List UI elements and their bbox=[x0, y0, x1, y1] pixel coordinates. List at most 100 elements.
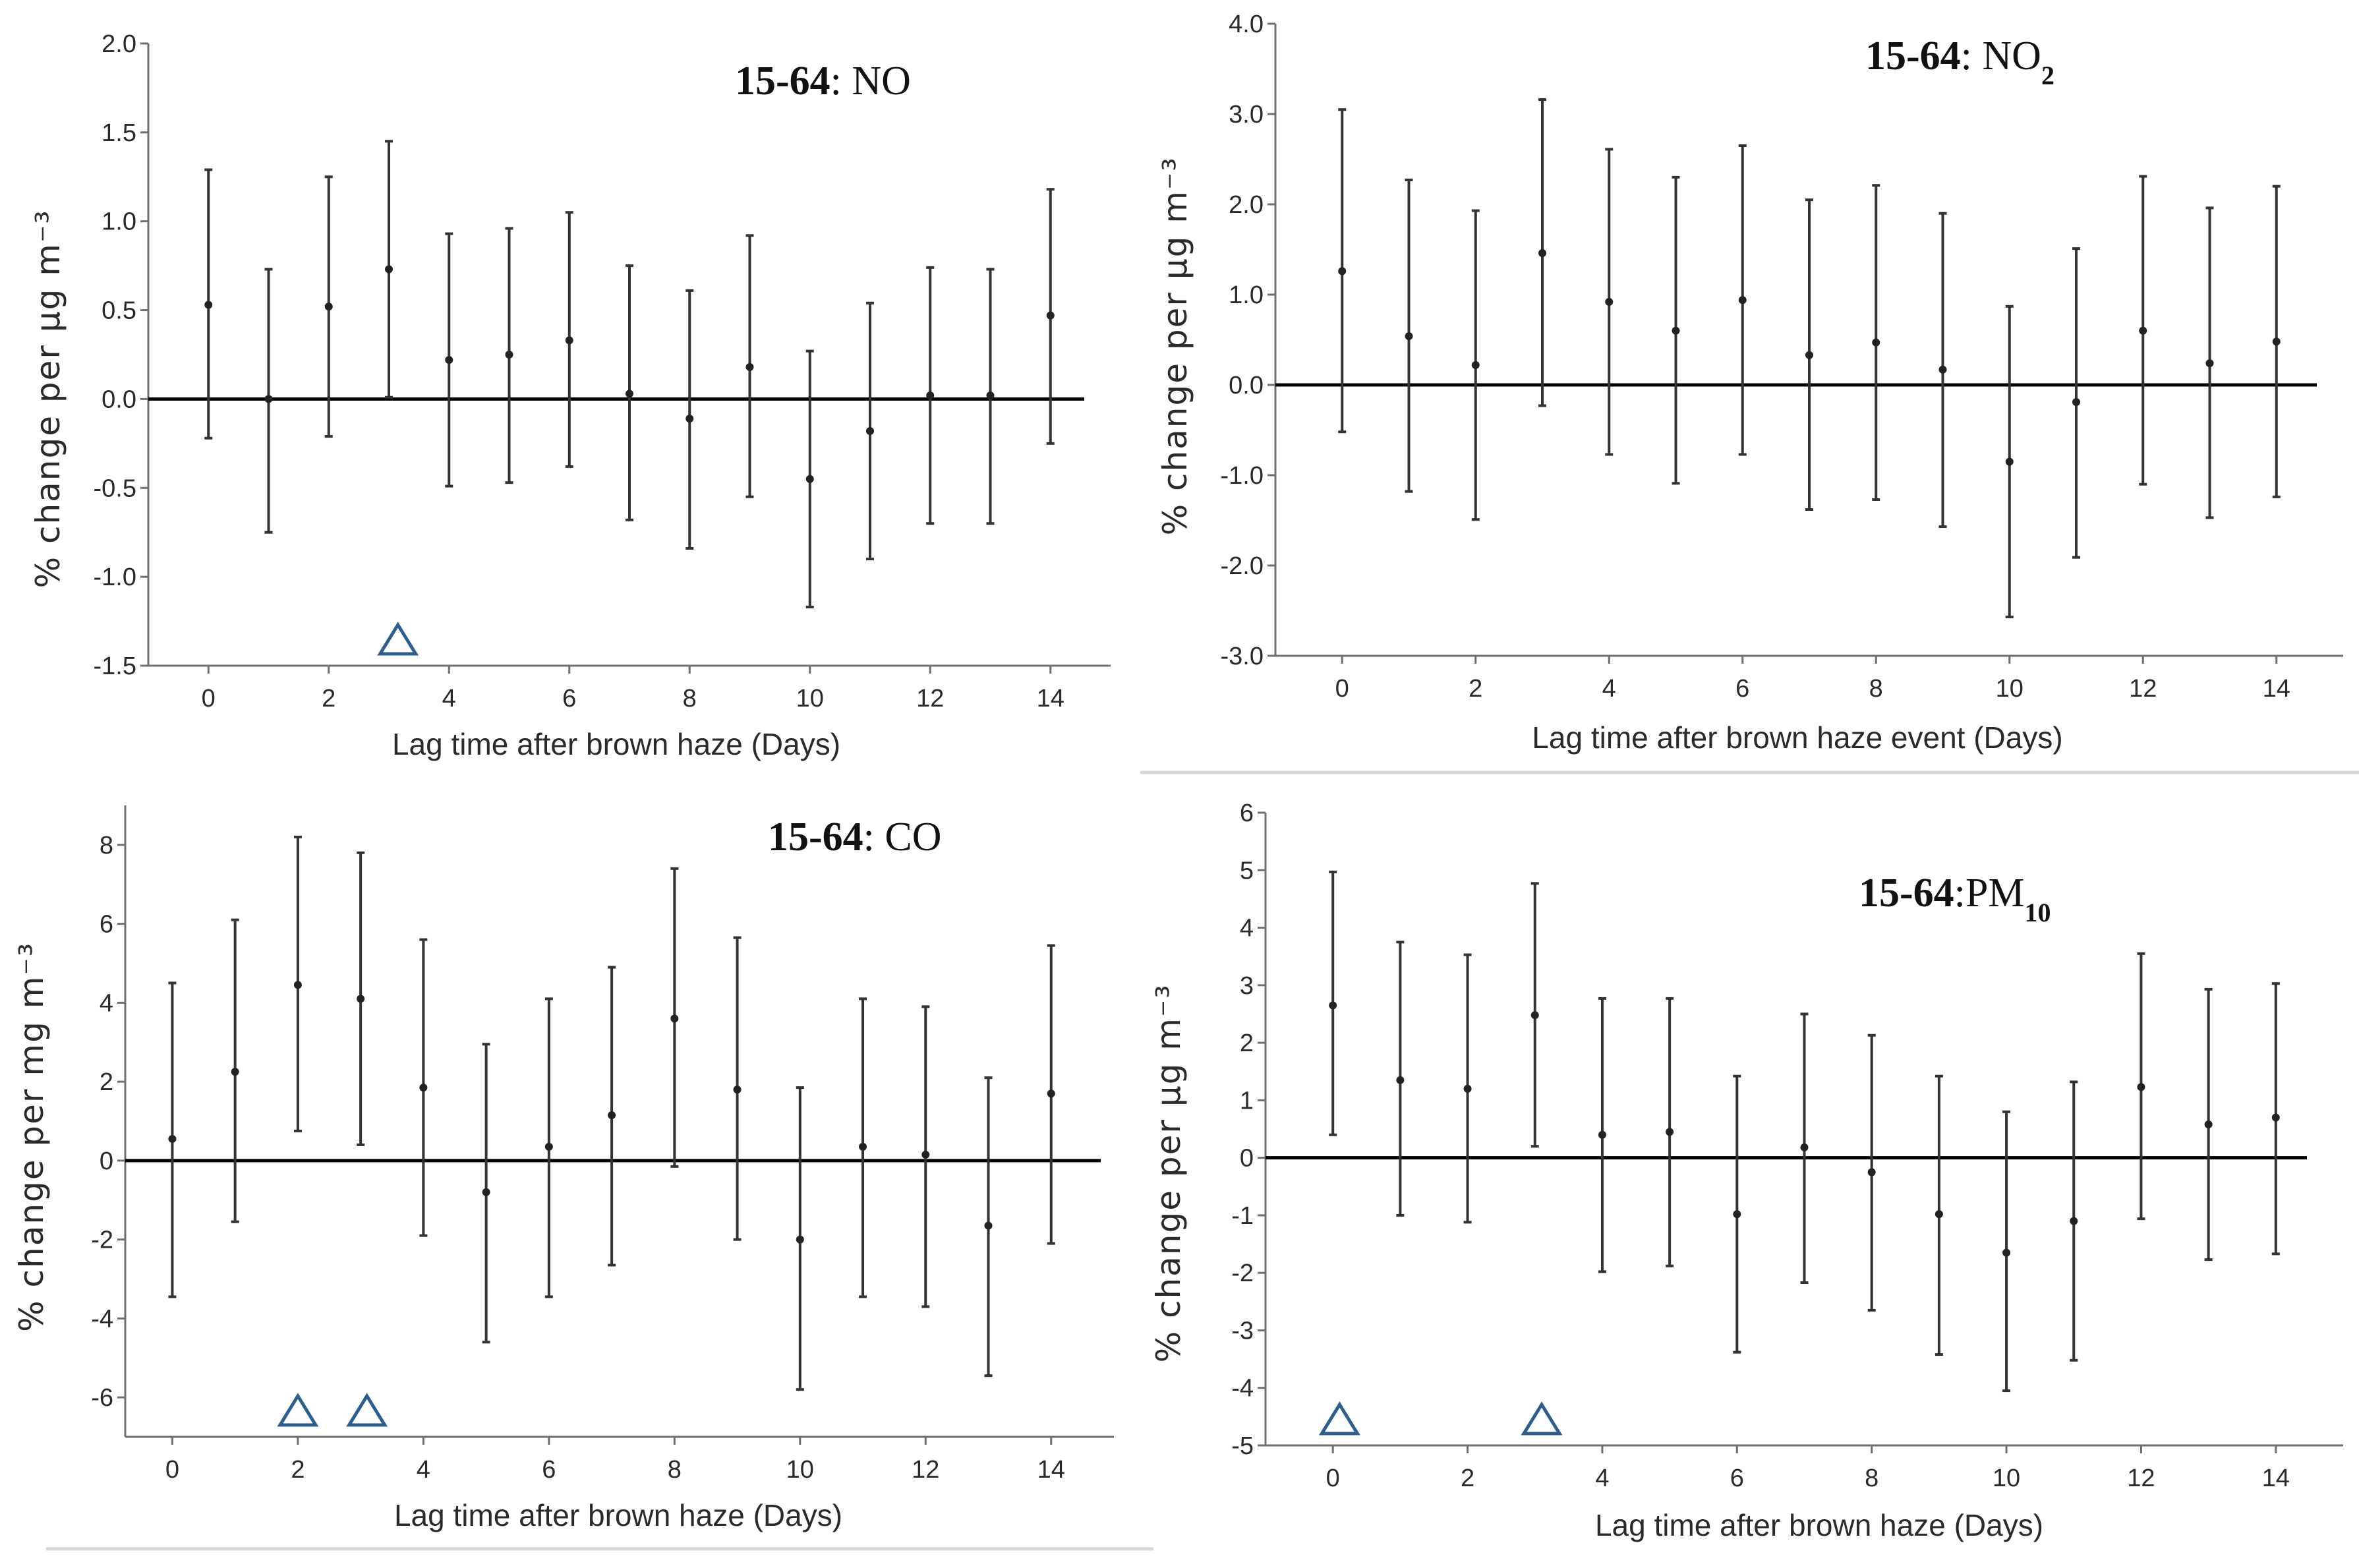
point-estimate bbox=[1463, 1084, 1472, 1093]
point-estimate bbox=[2271, 1113, 2280, 1122]
point-estimate bbox=[419, 1084, 428, 1092]
y-tick-label: 2 bbox=[1240, 1030, 1254, 1057]
point-estimate bbox=[2205, 359, 2214, 368]
point-estimate bbox=[168, 1134, 177, 1143]
point-estimate bbox=[1538, 248, 1546, 257]
point-estimate bbox=[670, 1014, 679, 1023]
y-tick-label: -0.5 bbox=[94, 475, 136, 502]
y-tick-label: 2.0 bbox=[102, 30, 136, 58]
point-estimate bbox=[565, 336, 573, 345]
y-tick-label: 2 bbox=[100, 1068, 113, 1096]
panel-title-no: 15-64: NO bbox=[735, 59, 911, 103]
y-tick-label: -2.0 bbox=[1221, 552, 1264, 580]
y-tick-label: 3.0 bbox=[1229, 101, 1264, 129]
point-estimate bbox=[544, 1142, 553, 1151]
point-estimate bbox=[986, 392, 995, 400]
point-estimate bbox=[2137, 1083, 2145, 1091]
point-estimate bbox=[866, 426, 874, 435]
x-tick-label: 14 bbox=[1037, 1456, 1065, 1484]
point-estimate bbox=[357, 995, 365, 1003]
significance-triangle-icon bbox=[1318, 1401, 1360, 1436]
x-tick-label: 8 bbox=[1869, 675, 1883, 703]
point-estimate bbox=[926, 392, 935, 400]
panel-no: 15-64: NO % change per µg m⁻³ Lag time a… bbox=[29, 30, 1111, 761]
point-estimate bbox=[2139, 326, 2147, 335]
x-tick-label: 12 bbox=[912, 1456, 939, 1484]
panel-title-co: 15-64: CO bbox=[768, 815, 942, 859]
point-estimate bbox=[1047, 1089, 1055, 1098]
point-estimate bbox=[2005, 457, 2014, 466]
x-tick-label: 8 bbox=[683, 685, 697, 712]
point-estimate bbox=[2072, 398, 2080, 407]
point-estimate bbox=[1938, 365, 1947, 374]
point-estimate bbox=[445, 356, 453, 364]
y-tick-label: -1.0 bbox=[94, 564, 136, 591]
x-tick-label: 10 bbox=[786, 1456, 814, 1484]
y-axis-label-co: % change per mg m⁻³ bbox=[13, 942, 51, 1332]
panel-co: 15-64: CO % change per mg m⁻³ Lag time a… bbox=[13, 805, 1114, 1532]
y-tick-label: 0.0 bbox=[1229, 372, 1264, 399]
x-tick-label: 10 bbox=[1996, 675, 2024, 703]
panel-no2: 15-64: NO2 % change per µg m⁻³ Lag time … bbox=[1156, 11, 2343, 755]
significance-triangle-icon bbox=[277, 1393, 319, 1427]
x-tick-label: 4 bbox=[417, 1456, 430, 1484]
y-tick-label: -3 bbox=[1231, 1317, 1254, 1345]
point-estimate bbox=[626, 390, 633, 398]
point-estimate bbox=[385, 265, 393, 274]
y-axis-label-no: % change per µg m⁻³ bbox=[29, 210, 67, 589]
point-estimate bbox=[1666, 1128, 1674, 1136]
plot-area-no: -1.5 -1.0 -0.5 0.0 0.5 1.0 1.5 2.0 0 2 4 6 8 10 12 14 bbox=[94, 30, 1111, 712]
significance-triangle-icon bbox=[1521, 1401, 1563, 1436]
x-tick-label: 0 bbox=[1335, 675, 1349, 703]
point-estimate bbox=[1396, 1076, 1405, 1084]
y-tick-label: -2 bbox=[91, 1227, 113, 1254]
y-tick-label: 3 bbox=[1240, 972, 1254, 1000]
y-tick-label: -4 bbox=[91, 1305, 113, 1333]
point-estimate bbox=[1872, 338, 1880, 347]
x-tick-label: 14 bbox=[2263, 675, 2290, 703]
x-axis-label-co: Lag time after brown haze (Days) bbox=[394, 1498, 842, 1532]
y-tick-label: -2 bbox=[1231, 1260, 1254, 1287]
point-estimate bbox=[1800, 1143, 1809, 1151]
y-tick-label: 8 bbox=[100, 832, 113, 859]
y-tick-label: 2.0 bbox=[1229, 191, 1264, 219]
point-estimate bbox=[293, 981, 302, 989]
y-tick-label: 4.0 bbox=[1229, 11, 1264, 38]
point-estimate bbox=[1471, 361, 1480, 369]
x-tick-label: 8 bbox=[668, 1456, 682, 1484]
y-tick-label: -4 bbox=[1231, 1375, 1254, 1403]
x-tick-label: 6 bbox=[542, 1456, 556, 1484]
y-tick-label: 0 bbox=[1240, 1145, 1254, 1173]
x-tick-label: 2 bbox=[322, 685, 335, 712]
x-tick-label: 0 bbox=[1326, 1465, 1340, 1492]
x-axis-label-no2: Lag time after brown haze event (Days) bbox=[1532, 720, 2062, 755]
y-tick-label: 1.5 bbox=[102, 119, 136, 147]
plot-area-co: -6 -4 -2 0 2 4 6 8 0 2 4 6 8 10 12 14 bbox=[91, 805, 1114, 1484]
x-tick-label: 14 bbox=[2262, 1465, 2290, 1492]
y-tick-label: 1 bbox=[1240, 1087, 1254, 1115]
point-estimate bbox=[1805, 351, 1813, 359]
point-estimate bbox=[1405, 332, 1413, 341]
x-tick-label: 0 bbox=[165, 1456, 179, 1484]
y-tick-label: 5 bbox=[1240, 857, 1254, 885]
y-tick-label: 4 bbox=[1240, 915, 1254, 943]
point-estimate bbox=[805, 475, 814, 483]
point-estimate bbox=[324, 303, 333, 311]
point-estimate bbox=[2272, 337, 2281, 346]
x-tick-label: 8 bbox=[1865, 1465, 1878, 1492]
x-tick-label: 6 bbox=[562, 685, 576, 712]
y-tick-label: 6 bbox=[1240, 799, 1254, 827]
x-tick-label: 10 bbox=[1993, 1465, 2020, 1492]
point-estimate bbox=[685, 415, 694, 423]
point-estimate bbox=[1329, 1001, 1337, 1010]
y-tick-label: -1.5 bbox=[94, 653, 136, 680]
y-tick-label: 0.0 bbox=[102, 386, 136, 413]
y-tick-label: 6 bbox=[100, 911, 113, 939]
x-tick-label: 4 bbox=[1595, 1465, 1609, 1492]
point-estimate bbox=[1530, 1011, 1539, 1020]
point-estimate bbox=[1935, 1210, 1943, 1219]
y-tick-label: -5 bbox=[1231, 1432, 1254, 1460]
x-tick-label: 4 bbox=[1602, 675, 1616, 703]
